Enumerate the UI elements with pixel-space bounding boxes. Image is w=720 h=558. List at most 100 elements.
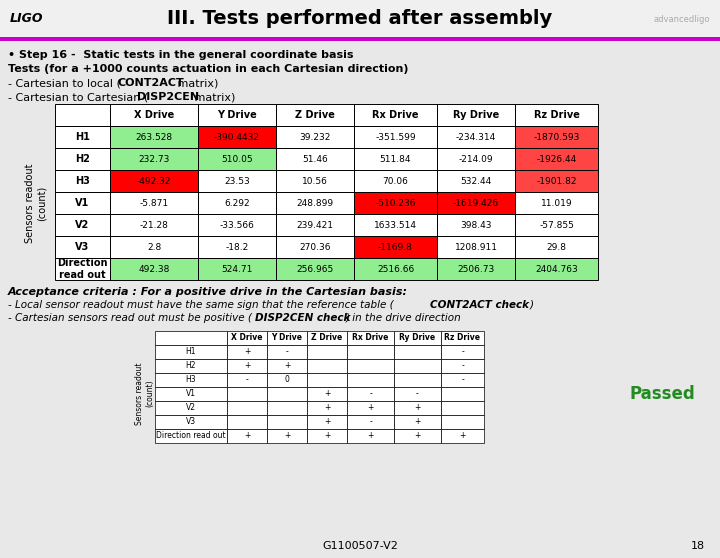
Text: -: - xyxy=(369,389,372,398)
Bar xyxy=(198,104,276,126)
Text: -57.855: -57.855 xyxy=(539,220,574,229)
Bar xyxy=(441,387,484,401)
Text: -: - xyxy=(246,375,248,384)
Text: H2: H2 xyxy=(75,154,90,164)
Text: Direction
read out: Direction read out xyxy=(58,258,108,280)
Text: H1: H1 xyxy=(75,132,90,142)
Bar xyxy=(394,387,441,401)
Text: 29.8: 29.8 xyxy=(546,243,567,252)
Bar xyxy=(227,345,267,359)
Bar xyxy=(198,236,276,258)
Bar xyxy=(515,170,598,192)
Text: 232.73: 232.73 xyxy=(138,155,170,163)
Bar xyxy=(227,415,267,429)
Bar xyxy=(198,258,276,280)
Bar xyxy=(515,258,598,280)
Text: - Cartesian to local (: - Cartesian to local ( xyxy=(8,78,121,88)
Bar xyxy=(110,258,198,280)
Bar xyxy=(515,214,598,236)
Text: H3: H3 xyxy=(186,375,197,384)
Bar xyxy=(55,170,110,192)
Text: DISP2CEN check: DISP2CEN check xyxy=(255,312,351,323)
Text: -: - xyxy=(461,361,464,370)
Bar xyxy=(267,387,307,401)
Text: -21.28: -21.28 xyxy=(140,220,168,229)
Text: -: - xyxy=(416,389,419,398)
Text: -1926.44: -1926.44 xyxy=(536,155,577,163)
Bar xyxy=(55,104,110,126)
Bar xyxy=(354,104,437,126)
Text: -33.566: -33.566 xyxy=(220,220,254,229)
Text: 398.43: 398.43 xyxy=(460,220,492,229)
Bar xyxy=(155,429,227,442)
Text: +: + xyxy=(414,403,420,412)
Text: 0: 0 xyxy=(284,375,289,384)
Bar xyxy=(394,415,441,429)
Text: -18.2: -18.2 xyxy=(225,243,248,252)
Bar xyxy=(276,192,354,214)
Text: V2: V2 xyxy=(76,220,89,230)
Text: 51.46: 51.46 xyxy=(302,155,328,163)
Text: +: + xyxy=(244,431,250,440)
Bar xyxy=(347,387,394,401)
Text: 2516.66: 2516.66 xyxy=(377,264,414,273)
Bar xyxy=(394,429,441,442)
Bar xyxy=(394,401,441,415)
Bar xyxy=(110,170,198,192)
Bar xyxy=(227,330,267,345)
Bar xyxy=(307,387,347,401)
Text: matrix): matrix) xyxy=(191,92,235,102)
Bar xyxy=(437,192,515,214)
Bar xyxy=(0,0,720,38)
Text: -1619.426: -1619.426 xyxy=(453,199,499,208)
Bar xyxy=(347,429,394,442)
Text: 2.8: 2.8 xyxy=(147,243,161,252)
Text: 524.71: 524.71 xyxy=(221,264,253,273)
Bar xyxy=(515,192,598,214)
Text: 248.899: 248.899 xyxy=(297,199,333,208)
Bar xyxy=(267,359,307,373)
Bar xyxy=(515,126,598,148)
Bar xyxy=(515,104,598,126)
Bar xyxy=(267,429,307,442)
Text: Ry Drive: Ry Drive xyxy=(453,110,499,120)
Bar xyxy=(155,373,227,387)
Bar xyxy=(437,236,515,258)
Text: 6.292: 6.292 xyxy=(224,199,250,208)
Text: -492.32: -492.32 xyxy=(137,176,171,185)
Bar xyxy=(354,214,437,236)
Text: +: + xyxy=(367,403,374,412)
Bar xyxy=(347,373,394,387)
Bar xyxy=(307,359,347,373)
Text: Sensors readout
(count): Sensors readout (count) xyxy=(135,362,155,425)
Bar xyxy=(394,359,441,373)
Text: +: + xyxy=(284,361,290,370)
Bar xyxy=(354,192,437,214)
Text: X Drive: X Drive xyxy=(134,110,174,120)
Text: advancedligo: advancedligo xyxy=(654,15,710,23)
Bar xyxy=(307,373,347,387)
Bar xyxy=(276,170,354,192)
Bar xyxy=(394,373,441,387)
Text: +: + xyxy=(244,347,250,356)
Text: 18: 18 xyxy=(691,541,705,551)
Bar xyxy=(347,415,394,429)
Text: -: - xyxy=(461,347,464,356)
Bar xyxy=(354,258,437,280)
Bar xyxy=(354,126,437,148)
Bar xyxy=(276,258,354,280)
Bar xyxy=(227,387,267,401)
Bar xyxy=(515,148,598,170)
Text: Rz Drive: Rz Drive xyxy=(534,110,580,120)
Text: +: + xyxy=(459,431,466,440)
Bar xyxy=(441,429,484,442)
Bar xyxy=(198,192,276,214)
Text: -: - xyxy=(461,375,464,384)
Bar xyxy=(227,373,267,387)
Text: +: + xyxy=(414,431,420,440)
Bar xyxy=(347,330,394,345)
Text: 70.06: 70.06 xyxy=(382,176,408,185)
Bar xyxy=(276,236,354,258)
Bar xyxy=(354,170,437,192)
Text: -5.871: -5.871 xyxy=(140,199,168,208)
